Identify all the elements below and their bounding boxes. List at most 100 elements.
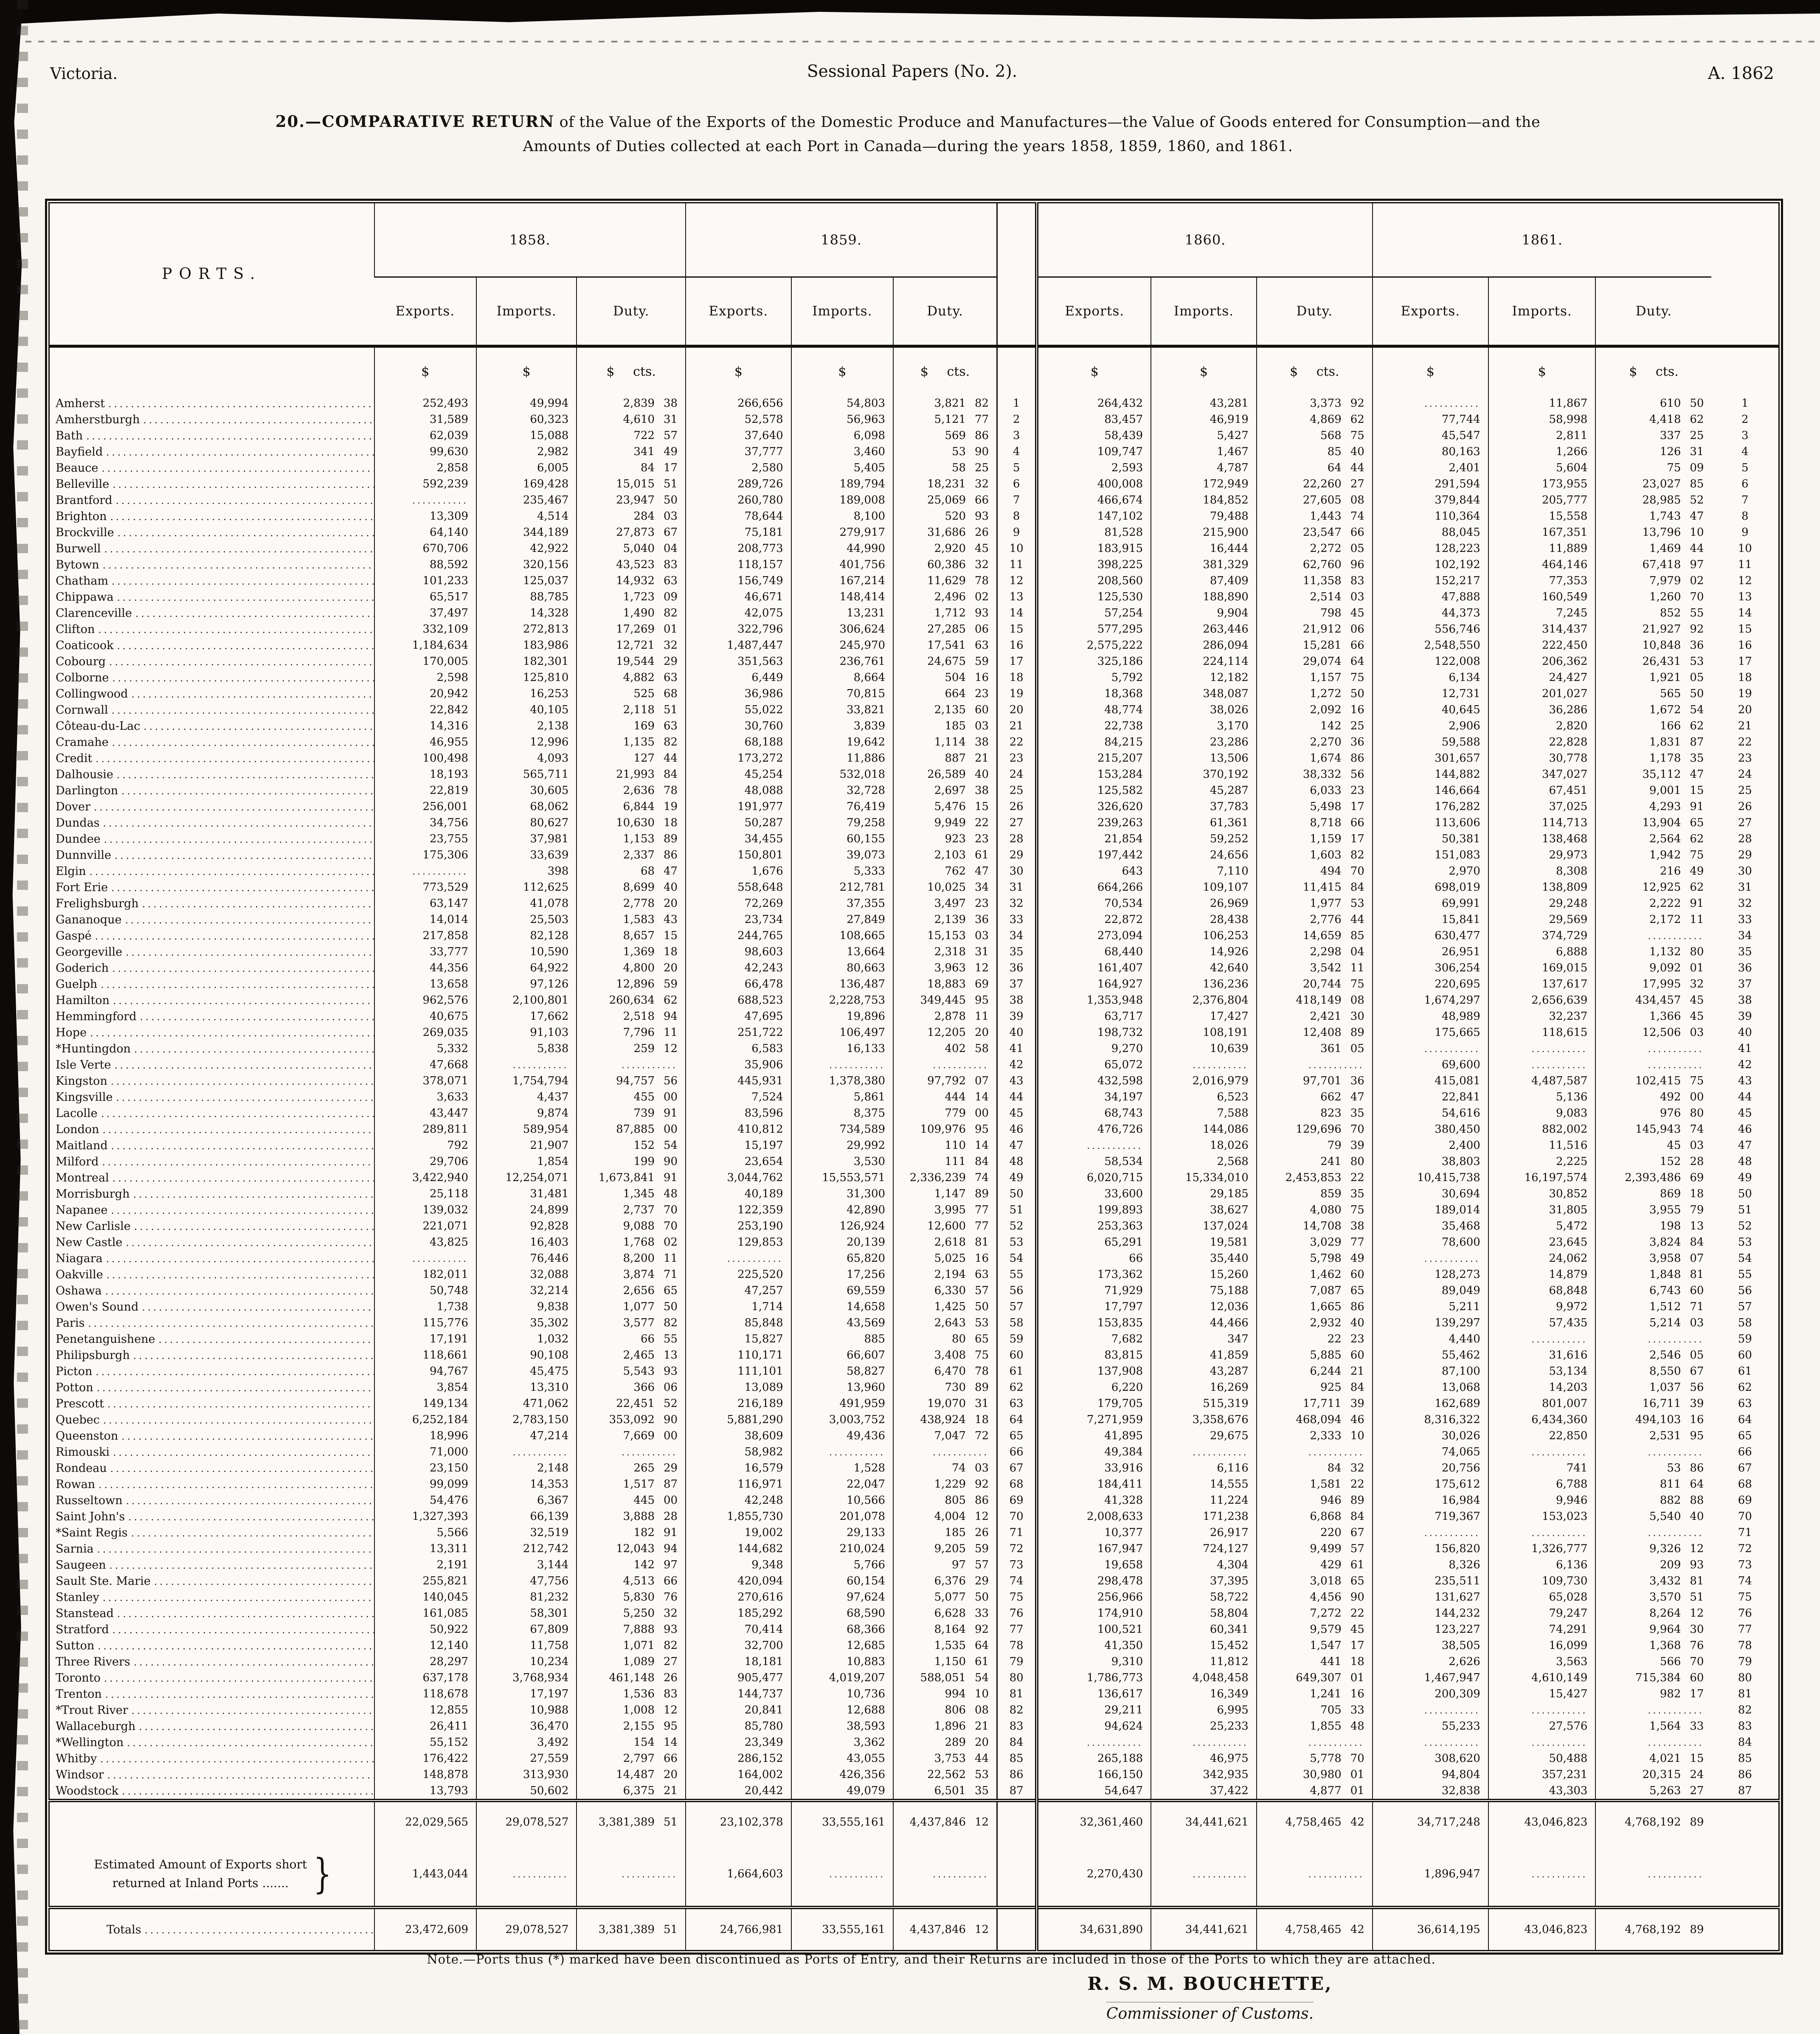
duty-cents: 75 [1350, 671, 1364, 684]
dotted-leader [127, 1739, 374, 1748]
cell-1861-duty: 198 13 [1595, 1218, 1712, 1234]
row-number: 46 [1738, 1123, 1752, 1136]
cell-1860-exports: 58,534 [1036, 1153, 1151, 1170]
cell-1859-duty: 923 23 [893, 831, 997, 847]
duty-dollars: 5,498 [1310, 800, 1342, 813]
port-row: Fort Erie773,529112,6258,69940558,648212… [49, 879, 1779, 895]
inland-label-cell: Estimated Amount of Exports short returne… [49, 1842, 374, 1907]
cell-1860-exports: 19,658 [1036, 1557, 1151, 1573]
cell-1858-exports: 22,819 [374, 782, 477, 799]
cell-1859-imports: 60,154 [790, 1573, 894, 1589]
cell-1859-imports: 56,963 [790, 411, 894, 428]
totals-label-cell: Totals [49, 1906, 374, 1951]
cell-1858-exports: 29,706 [374, 1153, 477, 1170]
duty-cents: 28 [1690, 1155, 1704, 1168]
cell-1858-exports: 13,309 [374, 508, 477, 524]
cell-1859-duty: 31,686 26 [893, 524, 997, 540]
cell-1858-exports: 34,756 [374, 815, 477, 831]
duty-cents: 61 [974, 1655, 989, 1668]
duty-dollars: 110 [945, 1139, 966, 1152]
dotted-leader [88, 1319, 374, 1329]
cell-1861-imports: 65,028 [1488, 1589, 1596, 1605]
cell-1861-imports: 14,879 [1488, 1266, 1596, 1283]
duty-dollars: 216 [1660, 865, 1681, 878]
cell-1858-exports: 217,858 [374, 928, 477, 944]
duty-dollars: 3,018 [1310, 1575, 1342, 1587]
duty-cents: 86 [664, 849, 678, 861]
cell-1861-imports: 2,656,639 [1488, 992, 1596, 1008]
cell-1861-duty: 1,132 80 [1595, 944, 1712, 960]
duty-dollars: 1,241 [1310, 1688, 1342, 1700]
cell-1861-exports: 69,991 [1372, 895, 1488, 912]
blank-value: ........... [1531, 1044, 1588, 1055]
cell-1860-exports: 273,094 [1036, 928, 1151, 944]
port-name: New Carlisle [56, 1219, 131, 1233]
ports-column-header: PORTS. [49, 203, 374, 348]
cell-1858-exports: 637,178 [374, 1670, 477, 1686]
duty-cents: 18 [1350, 1655, 1364, 1668]
port-name: Goderich [56, 961, 109, 975]
unit-blank [996, 346, 1039, 395]
cell-1859-imports: 19,896 [790, 1008, 894, 1024]
cell-1858-exports: 255,821 [374, 1573, 477, 1589]
cell-1861-duty: ........... [1595, 1444, 1712, 1460]
duty-dollars: 3,963 [934, 962, 966, 974]
cell-1860-duty: ........... [1256, 1444, 1373, 1460]
cell-1860-duty: 64 44 [1256, 460, 1373, 476]
cell-1858-exports: 1,184,634 [374, 637, 477, 653]
duty-dollars: 455 [633, 1091, 655, 1103]
port-name-wrap: Stanstead [56, 1608, 374, 1619]
duty-dollars: 12,408 [1302, 1026, 1342, 1039]
cell-1859-duty: 110 14 [893, 1137, 997, 1153]
cell-1860-duty: 859 35 [1256, 1186, 1373, 1202]
port-row: Whitby176,42227,5592,79766286,15243,0553… [49, 1750, 1779, 1767]
duty-cents: 53 [974, 1317, 989, 1329]
cell-1860-duty: 1,443 74 [1256, 508, 1373, 524]
cell-1861-exports: ........... [1372, 395, 1488, 411]
port-name-cell: Whitby [49, 1750, 374, 1767]
duty-dollars: 2,697 [934, 784, 966, 797]
totals-label-text: Totals [107, 1923, 141, 1936]
cell-1860-exports: 84,215 [1036, 734, 1151, 750]
cell-1858-duty: 12,721 32 [576, 637, 686, 653]
port-row: Beauce2,8586,00584172,5805,405582552,593… [49, 460, 1779, 476]
row-number: 52 [1738, 1220, 1752, 1232]
port-row: Credit100,4984,09312744173,27211,8868872… [49, 750, 1779, 766]
port-name-wrap: Dunnville [56, 850, 374, 861]
cell-1860-exports: 664,266 [1036, 879, 1151, 895]
duty-cents: 32 [974, 478, 989, 490]
duty-dollars: 1,723 [623, 591, 655, 603]
cell-1860-imports: 58,804 [1151, 1605, 1257, 1621]
cell-1858-imports: 2,138 [476, 718, 577, 734]
cell-1858-exports: 1,327,393 [374, 1508, 477, 1525]
duty-cents: 51 [1690, 1591, 1704, 1604]
title-return-number: 20.—COMPARATIVE RETURN [275, 112, 555, 131]
cell-1859-exports: 191,977 [685, 799, 791, 815]
cell-1860-imports: 4,048,458 [1151, 1670, 1257, 1686]
dotted-leader [117, 771, 374, 780]
cell-1861-duty: 2,564 62 [1595, 831, 1712, 847]
cell-1861-duty: 8,264 12 [1595, 1605, 1712, 1621]
cell-1858-duty: ........... [576, 1057, 686, 1073]
cell-1859-imports: 210,024 [790, 1541, 894, 1557]
port-name-cell: Milford [49, 1153, 374, 1170]
duty-cents: 47 [664, 865, 678, 878]
cell-1858-exports: ........... [374, 863, 477, 879]
duty-cents: 15 [974, 800, 989, 813]
duty-cents: 89 [1690, 1923, 1704, 1936]
duty-cents: 45 [1690, 994, 1704, 1007]
cell-1861-exports: 380,450 [1372, 1121, 1488, 1137]
duty-cents: 03 [664, 510, 678, 523]
cell-1858-exports: 55,152 [374, 1734, 477, 1750]
cell-1858-duty: 9,088 70 [576, 1218, 686, 1234]
cell-1861-imports: 6,888 [1488, 944, 1596, 960]
cell-1861-exports: 2,401 [1372, 460, 1488, 476]
duty-cents: 82 [664, 1317, 678, 1329]
duty-cents: 17 [1350, 800, 1364, 813]
port-name: Bath [56, 429, 83, 442]
duty-dollars: 976 [1660, 1107, 1681, 1120]
cell-1861-duty: 1,921 05 [1595, 670, 1712, 686]
port-name-cell: Clifton [49, 621, 374, 637]
duty-dollars: 2,920 [934, 542, 966, 555]
duty-cents: 08 [974, 1704, 989, 1716]
